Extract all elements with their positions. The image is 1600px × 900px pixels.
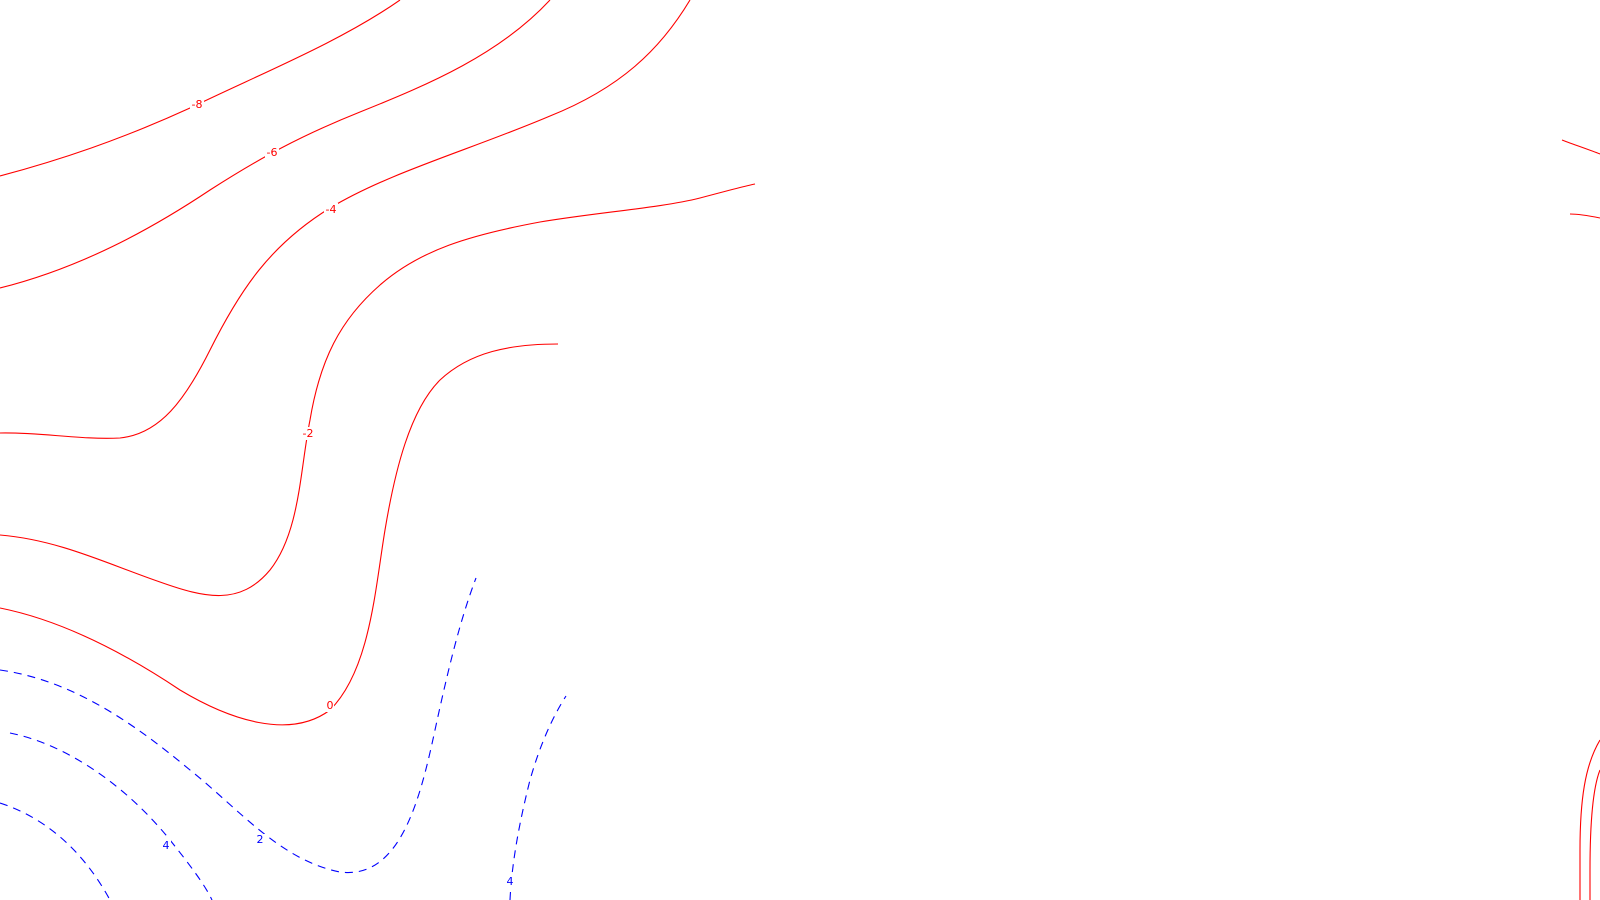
contour-line-plus6-left	[0, 802, 111, 900]
contour-line-plus4-right	[509, 695, 567, 900]
svg-text:-4: -4	[326, 203, 337, 216]
contour-label-minus6: -6	[265, 146, 279, 159]
svg-text:4: 4	[507, 875, 514, 888]
contour-label-plus2: 2	[255, 833, 265, 847]
contour-line-right-bottom-inner	[1589, 769, 1600, 900]
svg-text:4: 4	[163, 839, 170, 852]
contour-line-minus2	[0, 183, 756, 597]
contour-line-plus4-left	[9, 732, 213, 900]
contour-line-plus2	[0, 577, 477, 874]
contour-line-minus6	[0, 0, 551, 289]
contour-line-minus8	[0, 0, 401, 177]
svg-text:2: 2	[257, 833, 264, 846]
svg-text:-8: -8	[192, 98, 203, 111]
contour-line-zero	[0, 343, 559, 726]
contour-line-minus4	[0, 0, 691, 439]
contour-line-right-middle	[1569, 213, 1600, 219]
contour-label-zero: 0	[324, 699, 334, 712]
contour-label-minus8: -8	[190, 98, 204, 111]
contour-line-right-bottom-outer	[1579, 739, 1600, 900]
contour-line-right-upper	[1561, 139, 1600, 155]
contour-label-minus2: -2	[301, 427, 315, 440]
svg-text:0: 0	[327, 699, 334, 712]
svg-text:-6: -6	[267, 146, 278, 159]
contour-label-plus4-right: 4	[505, 875, 515, 888]
svg-text:-2: -2	[303, 427, 314, 440]
contour-label-minus4: -4	[324, 203, 338, 216]
contour-label-plus4-left: 4	[161, 839, 171, 852]
